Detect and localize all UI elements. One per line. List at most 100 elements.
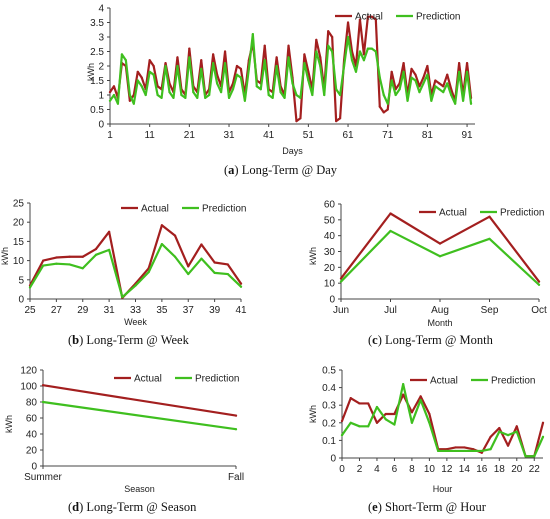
chart-day: 00.511.522.533.541 11 21 31 41 51 61 71 81 91kWhD…	[86, 4, 475, 156]
data-point-prediction	[42, 264, 45, 267]
data-point-actual	[319, 56, 322, 59]
data-point-actual	[393, 412, 396, 416]
data-point-prediction	[349, 421, 352, 424]
series-line-actual	[339, 212, 541, 283]
chart-hour: 0 0.1 0.2 0.3 0.4 0.5 0 2 4 6 8 10 12 14 16 18 20 22 kWh Ho…	[308, 366, 545, 494]
x-tick-label: 20	[511, 464, 523, 475]
x-tick-label: Sep	[481, 305, 499, 316]
data-point-prediction	[128, 93, 131, 97]
data-point-actual	[188, 47, 191, 50]
data-point-prediction	[148, 70, 151, 73]
x-tick-label: 71	[382, 130, 394, 141]
x-axis-label: Month	[427, 318, 452, 328]
data-point-prediction	[41, 400, 45, 404]
data-point-actual	[414, 73, 417, 76]
data-point-actual	[445, 448, 448, 451]
legend-label-actual: Actual	[141, 204, 169, 215]
y-tick-label: 3	[98, 33, 104, 44]
y-tick-label: 15	[13, 237, 25, 248]
legend-label-prediction: Prediction	[202, 204, 246, 215]
y-axis-label: kWh	[86, 63, 96, 81]
series-line-prediction	[108, 32, 473, 105]
data-point-actual	[42, 259, 45, 262]
data-point-actual	[402, 62, 405, 65]
data-point-actual	[187, 265, 190, 268]
data-point-prediction	[235, 73, 239, 76]
data-point-actual	[480, 451, 483, 454]
caption-b: (b) Long-Term @ Week	[68, 333, 189, 347]
data-point-prediction	[208, 93, 211, 97]
y-tick-label: 50	[324, 215, 336, 226]
y-tick-label: 25	[13, 199, 25, 210]
data-point-actual	[438, 82, 441, 85]
data-point-prediction	[389, 229, 392, 233]
data-point-actual	[235, 64, 239, 68]
x-tick-label: 2	[357, 464, 363, 475]
data-point-prediction	[239, 76, 243, 79]
y-tick-label: 60	[26, 414, 38, 425]
data-point-prediction	[200, 257, 203, 260]
data-point-prediction	[295, 93, 298, 97]
x-tick-label: 33	[130, 305, 142, 316]
data-point-prediction	[350, 59, 354, 62]
data-point-actual	[458, 62, 461, 65]
y-tick-label: 5	[18, 275, 24, 286]
y-tick-label: 0	[98, 120, 104, 131]
y-tick-label: 0.5	[90, 105, 104, 116]
data-point-prediction	[187, 272, 190, 276]
y-tick-label: 40	[26, 430, 38, 441]
data-point-prediction	[480, 449, 483, 453]
data-point-prediction	[108, 248, 111, 251]
data-point-prediction	[463, 449, 466, 453]
data-point-actual	[263, 44, 266, 47]
data-point-prediction	[231, 88, 235, 91]
data-point-actual	[173, 234, 177, 237]
x-tick-label: 31	[104, 305, 116, 316]
data-point-prediction	[255, 85, 258, 88]
x-tick-label: 39	[209, 305, 221, 316]
x-tick-label: 8	[409, 464, 415, 475]
data-point-prediction	[188, 56, 191, 59]
data-point-actual	[367, 402, 370, 405]
caption-d: (d) Long-Term @ Season	[68, 500, 197, 514]
y-tick-label: 1	[98, 91, 104, 102]
data-point-actual	[463, 446, 466, 449]
data-point-prediction	[263, 59, 266, 62]
series-line-actual	[108, 15, 473, 123]
x-axis-label: Days	[282, 146, 303, 156]
data-point-prediction	[465, 70, 469, 73]
data-point-prediction	[374, 50, 377, 53]
data-point-prediction	[94, 253, 98, 256]
y-tick-label: 0.4	[322, 383, 336, 394]
data-point-prediction	[358, 425, 361, 428]
y-tick-label: 0.1	[322, 436, 336, 447]
x-tick-label: Fall	[228, 472, 244, 483]
data-point-actual	[234, 414, 238, 417]
data-point-actual	[390, 70, 393, 73]
data-point-prediction	[147, 271, 150, 274]
data-point-prediction	[342, 64, 346, 68]
data-point-actual	[108, 230, 111, 233]
data-point-prediction	[454, 449, 457, 453]
data-point-prediction	[437, 449, 440, 453]
data-point-actual	[108, 91, 112, 94]
data-point-prediction	[299, 96, 302, 99]
data-point-prediction	[442, 91, 445, 94]
y-tick-label: 30	[324, 247, 336, 258]
data-point-prediction	[243, 99, 246, 102]
data-point-actual	[506, 444, 510, 447]
data-point-actual	[223, 50, 227, 53]
data-point-prediction	[136, 79, 139, 82]
data-point-actual	[68, 255, 71, 258]
data-point-actual	[239, 282, 243, 285]
data-point-prediction	[354, 70, 358, 73]
data-point-actual	[366, 15, 369, 18]
legend-label-prediction: Prediction	[195, 374, 239, 385]
legend-label-actual: Actual	[355, 12, 383, 23]
data-point-actual	[358, 18, 362, 21]
data-point-actual	[488, 215, 491, 218]
data-point-prediction	[471, 449, 475, 453]
data-point-prediction	[204, 96, 207, 99]
data-point-prediction	[524, 455, 527, 458]
data-point-prediction	[152, 73, 155, 76]
